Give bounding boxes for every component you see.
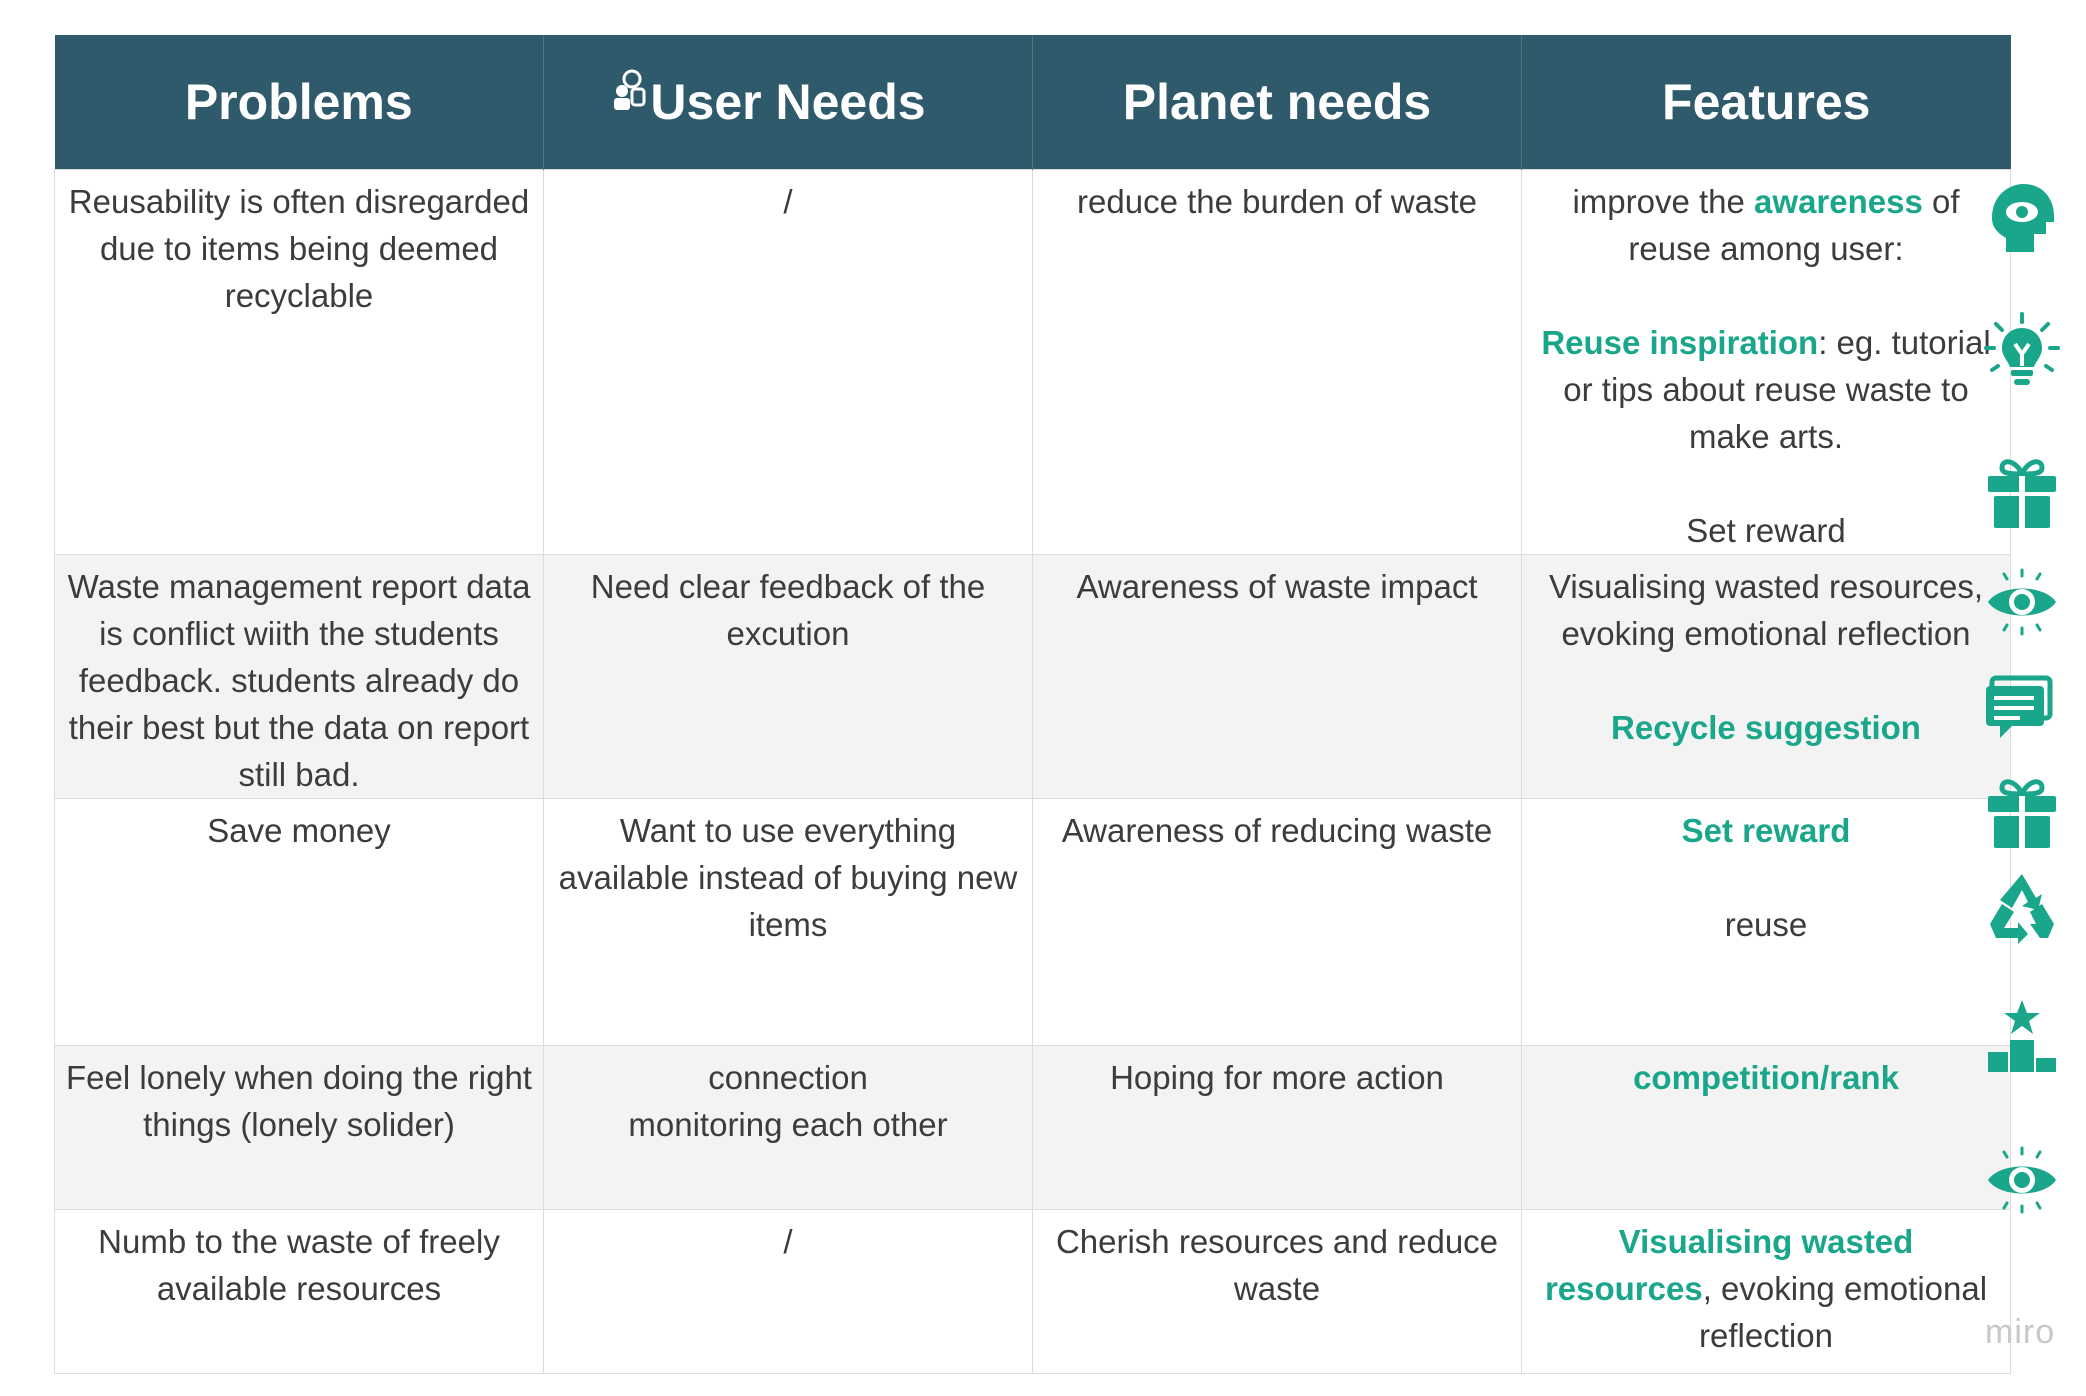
- header-features: Features: [1521, 35, 2011, 170]
- feature-highlight: competition/rank: [1633, 1059, 1899, 1096]
- user-need-cell: Need clear feedback of the excution: [543, 554, 1033, 799]
- user-need-line: connection: [708, 1059, 868, 1096]
- feature-text: Visualising wasted resources, evoking em…: [1548, 568, 1984, 652]
- header-user-needs-label: User Needs: [650, 74, 926, 130]
- user-need-cell: connection monitoring each other: [543, 1045, 1033, 1210]
- problem-cell: Waste management report data is conflict…: [54, 554, 544, 799]
- table-row: Numb to the waste of freely available re…: [54, 1209, 2011, 1374]
- feature-text: : eg. tutorial or tips about reuse waste…: [1563, 324, 1991, 455]
- people-icon: [614, 69, 646, 110]
- feature-cell: competition/rank: [1521, 1045, 2011, 1210]
- problem-cell: Numb to the waste of freely available re…: [54, 1209, 544, 1374]
- problem-cell: Save money: [54, 798, 544, 1046]
- planet-need-cell: Awareness of waste impact: [1032, 554, 1522, 799]
- table-row: Feel lonely when doing the right things …: [54, 1045, 2011, 1210]
- feature-text: improve the: [1572, 183, 1755, 220]
- feature-cell: improve the awareness of reuse among use…: [1521, 169, 2011, 555]
- gift-icon: [1988, 459, 2056, 528]
- user-need-cell: /: [543, 1209, 1033, 1374]
- table-row: Save money Want to use everything availa…: [54, 798, 2011, 1046]
- lightbulb-icon: [1984, 312, 2060, 385]
- head-eye-icon: [1992, 184, 2054, 252]
- header-problems: Problems: [54, 35, 544, 170]
- header-row: Problems User Needs Planet needs Feature…: [54, 35, 2011, 170]
- feature-text: reuse: [1724, 906, 1808, 943]
- matrix-table: Problems User Needs Planet needs Feature…: [54, 35, 2011, 1374]
- feature-icons: [1982, 0, 2062, 1396]
- table-row: Waste management report data is conflict…: [54, 554, 2011, 799]
- header-user-needs: User Needs: [543, 35, 1033, 170]
- chat-icon: [1986, 675, 2053, 738]
- feature-highlight: awareness: [1754, 183, 1923, 220]
- recycle-icon: [1990, 874, 2054, 944]
- podium-star-icon: [1988, 1000, 2056, 1072]
- feature-highlight: Reuse inspiration: [1541, 324, 1819, 361]
- feature-cell: Set reward reuse: [1521, 798, 2011, 1046]
- problem-cell: Feel lonely when doing the right things …: [54, 1045, 544, 1210]
- feature-text: of reuse among user:: [1628, 183, 1960, 267]
- planet-need-cell: reduce the burden of waste: [1032, 169, 1522, 555]
- feature-highlight: Set reward: [1681, 812, 1851, 849]
- user-need-line: monitoring each other: [628, 1106, 948, 1143]
- eye-icon: [1988, 568, 2056, 636]
- user-need-cell: Want to use everything available instead…: [543, 798, 1033, 1046]
- feature-text: Set reward: [1686, 512, 1846, 549]
- feature-matrix: Problems User Needs Planet needs Feature…: [54, 35, 2011, 1374]
- miro-watermark: miro: [1985, 1313, 2056, 1351]
- gift-icon: [1988, 779, 2056, 848]
- header-planet-needs: Planet needs: [1032, 35, 1522, 170]
- feature-highlight: Visualising wasted resources: [1544, 1223, 1914, 1307]
- planet-need-cell: Awareness of reducing waste: [1032, 798, 1522, 1046]
- feature-cell: Visualising wasted resources, evoking em…: [1521, 1209, 2011, 1374]
- feature-cell: Visualising wasted resources, evoking em…: [1521, 554, 2011, 799]
- feature-text: , evoking emotional reflection: [1699, 1270, 1988, 1354]
- user-need-cell: /: [543, 169, 1033, 555]
- eye-icon: [1988, 1146, 2056, 1214]
- planet-need-cell: Cherish resources and reduce waste: [1032, 1209, 1522, 1374]
- problem-cell: Reusability is often disregarded due to …: [54, 169, 544, 555]
- table-row: Reusability is often disregarded due to …: [54, 169, 2011, 555]
- planet-need-cell: Hoping for more action: [1032, 1045, 1522, 1210]
- feature-highlight: Recycle suggestion: [1611, 709, 1921, 746]
